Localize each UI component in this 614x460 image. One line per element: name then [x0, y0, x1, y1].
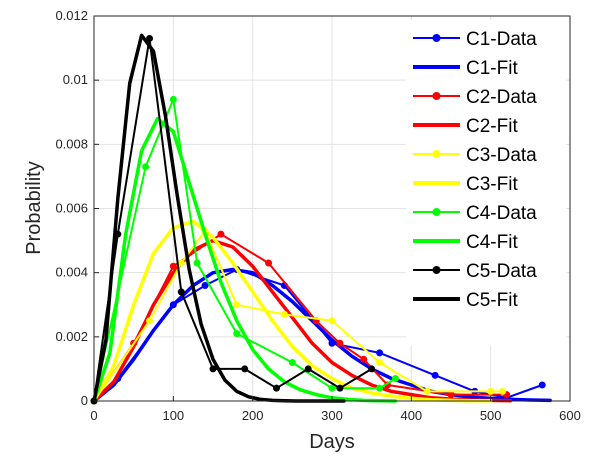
axis-ticks: 0 100 200 300 400 500 600 0 0.002 0.004 0.006 0.008… — [55, 8, 580, 423]
data-point-c3-data — [280, 310, 288, 318]
data-point-c3-data — [376, 359, 384, 366]
x-tick-label: 500 — [480, 408, 502, 423]
data-point-c4-data — [169, 95, 177, 103]
data-point-c4-data — [193, 259, 201, 267]
series-c4-fit — [92, 116, 398, 403]
fit-line-c4-fit — [92, 116, 398, 403]
data-point-c2-data — [217, 230, 225, 238]
data-point-c3-data — [423, 387, 431, 395]
legend-label-c3-fit: C3-Fit — [466, 174, 518, 195]
legend-marker-c2-data — [432, 92, 441, 100]
fit-line-c3-fit — [92, 219, 493, 403]
x-axis-title: Days — [309, 431, 355, 453]
legend-label-c1-fit: C1-Fit — [466, 58, 518, 79]
data-point-c3-data — [233, 301, 241, 309]
data-point-c3-data — [487, 387, 495, 395]
x-tick-label: 400 — [400, 408, 422, 423]
data-point-c3-data — [146, 317, 154, 325]
series-c3-fit — [92, 219, 493, 403]
y-tick-label: 0.002 — [55, 329, 88, 344]
y-tick-label: 0.006 — [55, 201, 88, 216]
legend-label-c4-data: C4-Data — [466, 203, 537, 224]
data-point-c2-data — [265, 259, 273, 267]
legend-label-c1-data: C1-Data — [466, 29, 537, 50]
y-tick-label: 0.012 — [55, 8, 88, 23]
legend-marker-c3-data — [432, 150, 441, 158]
legend-label-c4-fit: C4-Fit — [466, 232, 518, 253]
data-point-c3-data — [499, 387, 507, 395]
legend: C1-Data C1-Fit C2-Data C2-Fit C3-Data C3-Fit C… — [406, 20, 566, 346]
data-point-c1-data — [201, 282, 209, 289]
data-point-c2-data — [447, 391, 455, 399]
legend-label-c5-fit: C5-Fit — [466, 290, 518, 311]
data-point-c5-data — [177, 288, 185, 296]
data-point-c4-data — [328, 384, 336, 392]
legend-label-c2-fit: C2-Fit — [466, 116, 518, 137]
series-c3-data — [90, 227, 507, 405]
data-point-c4-data — [376, 384, 384, 392]
data-point-c5-data — [146, 34, 154, 42]
y-tick-label: 0.01 — [63, 72, 88, 87]
legend-marker-c4-data — [432, 208, 441, 216]
y-axis-title: Probability — [23, 161, 45, 254]
x-tick-label: 600 — [559, 408, 581, 423]
y-tick-label: 0.004 — [55, 265, 88, 280]
series-layer — [90, 33, 552, 405]
legend-marker-c1-data — [432, 34, 441, 42]
legend-label-c5-data: C5-Data — [466, 261, 537, 282]
data-line-c5-data — [93, 37, 373, 402]
x-tick-label: 0 — [90, 408, 97, 423]
legend-label-c3-data: C3-Data — [466, 145, 537, 166]
fit-line-c1-fit — [92, 267, 552, 403]
data-point-c2-data — [169, 262, 177, 270]
data-point-c3-data — [328, 317, 336, 325]
data-point-c5-data — [241, 365, 249, 373]
data-point-c2-data — [360, 355, 368, 363]
data-point-c5-data — [304, 365, 312, 373]
data-point-c1-data — [431, 371, 439, 379]
x-tick-label: 300 — [321, 408, 343, 423]
data-point-c3-data — [177, 259, 185, 267]
x-tick-label: 200 — [242, 408, 264, 423]
data-point-c4-data — [233, 330, 241, 338]
y-tick-label: 0.008 — [55, 136, 88, 151]
data-point-c5-data — [272, 384, 280, 392]
data-point-c4-data — [391, 375, 399, 383]
data-point-c1-data — [538, 381, 546, 389]
data-point-c2-data — [336, 339, 344, 347]
legend-label-c2-data: C2-Data — [466, 87, 537, 108]
x-tick-label: 100 — [162, 408, 184, 423]
data-point-c4-data — [288, 359, 296, 366]
series-c5-data — [90, 34, 376, 405]
data-point-c5-data — [336, 384, 344, 392]
data-point-c5-data — [368, 365, 376, 373]
data-point-c5-data — [209, 365, 217, 373]
series-c1-fit — [92, 267, 552, 403]
y-tick-label: 0 — [81, 393, 88, 408]
legend-marker-c5-data — [432, 266, 441, 274]
data-point-c4-data — [142, 163, 150, 171]
data-point-c1-data — [376, 349, 384, 357]
